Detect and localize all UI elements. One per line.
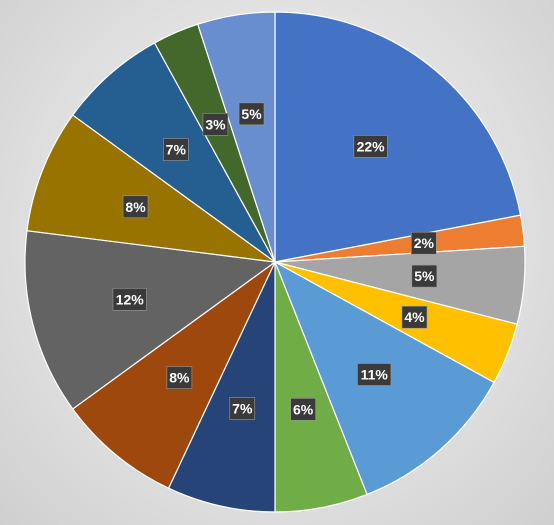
data-label-text: 3%	[205, 116, 226, 132]
data-label-13: 5%	[238, 102, 265, 126]
data-label-box	[163, 138, 189, 161]
data-label-box	[122, 195, 149, 219]
data-label-text: 5%	[414, 268, 435, 284]
data-label-8: 8%	[166, 366, 193, 389]
data-label-11: 7%	[163, 138, 189, 161]
data-label-box	[290, 398, 316, 421]
pie-slice-9	[24, 229, 277, 410]
pie-slices	[24, 11, 526, 513]
pie-slice-13	[196, 11, 276, 263]
data-label-text: 6%	[293, 401, 314, 417]
data-label-box	[353, 135, 388, 158]
data-label-text: 8%	[169, 370, 190, 386]
pie-slice-10	[26, 114, 276, 263]
data-label-box	[166, 366, 193, 389]
data-label-6: 6%	[290, 398, 316, 421]
data-label-box	[357, 363, 392, 386]
data-label-box	[411, 231, 437, 255]
data-label-12: 3%	[202, 113, 229, 136]
data-label-2: 2%	[411, 231, 437, 255]
data-label-box	[411, 264, 438, 288]
pie-slice-1	[274, 11, 522, 263]
data-label-text: 11%	[361, 367, 389, 383]
data-label-box	[229, 397, 256, 420]
data-label-3: 5%	[411, 264, 438, 288]
data-label-text: 2%	[414, 235, 435, 251]
data-label-box	[238, 102, 265, 126]
data-label-text: 7%	[166, 141, 187, 157]
data-label-text: 12%	[116, 291, 145, 307]
data-label-5: 11%	[357, 363, 392, 386]
data-label-9: 12%	[112, 287, 147, 311]
data-label-text: 8%	[125, 199, 146, 215]
data-label-box	[112, 287, 147, 311]
data-label-text: 7%	[232, 400, 253, 416]
data-label-1: 22%	[353, 135, 388, 158]
data-label-text: 22%	[357, 138, 386, 154]
data-label-7: 7%	[229, 397, 256, 420]
data-label-box	[202, 113, 229, 136]
pie-data-labels: 22% 2% 5% 4% 11% 6% 7% 8% 12% 8% 7% 3% 5%	[112, 102, 438, 421]
data-label-4: 4%	[401, 305, 428, 329]
data-label-10: 8%	[122, 195, 149, 219]
data-label-text: 5%	[241, 106, 262, 122]
data-label-box	[401, 305, 428, 329]
pie-slice-7	[167, 261, 276, 513]
data-label-text: 4%	[404, 309, 425, 325]
